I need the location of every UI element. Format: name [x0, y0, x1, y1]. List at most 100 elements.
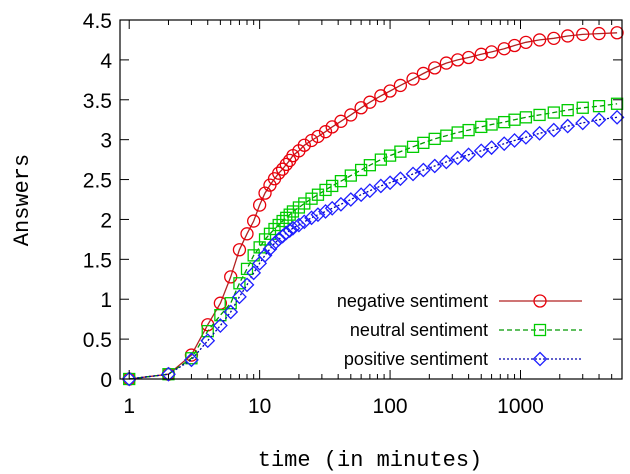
- data-point-marker: [200, 333, 216, 349]
- data-point-marker: [280, 211, 293, 224]
- data-point-marker: [161, 366, 176, 382]
- data-point-marker: [267, 235, 282, 251]
- x-tick-label: 1: [123, 395, 135, 418]
- data-point-marker: [252, 198, 267, 212]
- data-point-marker: [383, 84, 397, 98]
- data-point-marker: [519, 111, 533, 124]
- data-point-marker: [318, 204, 333, 219]
- data-point-marker: [394, 145, 407, 158]
- data-point-marker: [305, 192, 318, 205]
- data-point-marker: [392, 171, 408, 187]
- y-tick-label: 1.5: [83, 249, 112, 272]
- plot-frame-layer: [119, 19, 623, 380]
- data-point-marker: [162, 368, 175, 381]
- data-point-marker: [296, 214, 312, 230]
- data-point-marker: [415, 162, 431, 178]
- data-point-marker: [363, 95, 377, 109]
- legend-marker: [533, 323, 547, 337]
- legend-entry: neutral sentiment: [350, 320, 582, 340]
- data-point-marker: [326, 179, 339, 193]
- plot-border: [119, 19, 623, 380]
- data-point-marker: [333, 196, 349, 212]
- data-point-marker: [393, 78, 408, 93]
- data-point-marker: [428, 61, 442, 75]
- y-tick-label: 4.5: [83, 10, 112, 33]
- data-point-marker: [298, 197, 311, 210]
- data-point-marker: [462, 123, 475, 137]
- data-point-marker: [285, 220, 301, 236]
- data-point-marker: [291, 217, 307, 233]
- data-point-marker: [484, 45, 499, 59]
- data-point-marker: [271, 231, 287, 247]
- data-point-marker: [224, 270, 238, 284]
- data-point-marker: [484, 140, 499, 156]
- series-line: [129, 103, 618, 380]
- y-tick-label: 3.5: [83, 90, 112, 113]
- data-point-marker: [246, 265, 262, 281]
- data-point-marker: [318, 125, 333, 139]
- data-point-marker: [576, 101, 589, 114]
- data-point-marker: [272, 166, 286, 180]
- data-point-marker: [233, 277, 246, 290]
- legend: negative sentiment neutral sentiment posit…: [337, 291, 582, 369]
- series-positive-sentiment: [121, 109, 625, 387]
- legend-label: negative sentiment: [337, 291, 488, 311]
- data-point-marker: [474, 47, 488, 61]
- y-tick-label: 1: [100, 289, 112, 312]
- data-point-marker: [461, 50, 476, 65]
- data-point-marker: [610, 26, 624, 40]
- data-point-marker: [519, 35, 533, 49]
- y-tick-label: 3: [100, 130, 112, 153]
- data-point-marker: [239, 277, 255, 293]
- data-point-marker: [450, 150, 466, 166]
- data-point-marker: [311, 129, 325, 144]
- data-point-marker: [240, 262, 254, 276]
- y-tick-label: 2.5: [83, 170, 112, 193]
- data-point-marker: [485, 118, 498, 131]
- tick-layer: 0 0.5 1 1.5 2 2.5 3 3.5 4 4.5 1 10 100 1000: [83, 10, 623, 418]
- data-point-marker: [223, 304, 239, 320]
- data-point-marker: [533, 108, 546, 122]
- y-tick-label: 4: [100, 50, 112, 73]
- data-point-marker: [240, 227, 254, 241]
- x-tick-label: 10: [248, 395, 271, 418]
- data-point-marker: [344, 108, 358, 122]
- data-point-marker: [532, 125, 547, 141]
- legend-marker: [533, 294, 547, 308]
- data-point-marker: [507, 133, 522, 148]
- data-point-marker: [272, 218, 285, 232]
- data-point-marker: [201, 324, 214, 338]
- data-point-marker: [184, 352, 199, 368]
- y-axis-title: Answers: [10, 154, 35, 246]
- data-point-marker: [382, 175, 398, 191]
- data-point-marker: [406, 140, 420, 153]
- data-point-marker: [334, 114, 348, 128]
- data-point-marker: [268, 222, 281, 236]
- y-tick-label: 2: [100, 209, 112, 232]
- data-point-marker: [518, 129, 534, 145]
- data-point-marker: [592, 100, 606, 113]
- data-point-marker: [547, 31, 561, 45]
- data-point-marker: [438, 154, 454, 170]
- data-point-marker: [232, 289, 247, 305]
- data-point-marker: [257, 247, 273, 263]
- data-point-marker: [304, 210, 319, 226]
- data-point-marker: [532, 33, 547, 47]
- data-point-marker: [592, 26, 606, 41]
- x-tick-label: 1000: [497, 395, 544, 418]
- x-tick-label: 100: [373, 395, 408, 418]
- data-point-marker: [406, 72, 420, 86]
- data-point-marker: [232, 243, 247, 257]
- data-point-marker: [561, 103, 574, 117]
- data-point-marker: [560, 118, 576, 134]
- data-point-marker: [319, 183, 332, 197]
- data-point-marker: [262, 241, 278, 257]
- data-point-marker: [276, 214, 289, 228]
- data-point-marker: [282, 223, 298, 239]
- data-point-marker: [275, 162, 290, 176]
- data-point-marker: [258, 186, 272, 200]
- data-point-marker: [383, 149, 397, 162]
- data-point-marker: [575, 115, 591, 131]
